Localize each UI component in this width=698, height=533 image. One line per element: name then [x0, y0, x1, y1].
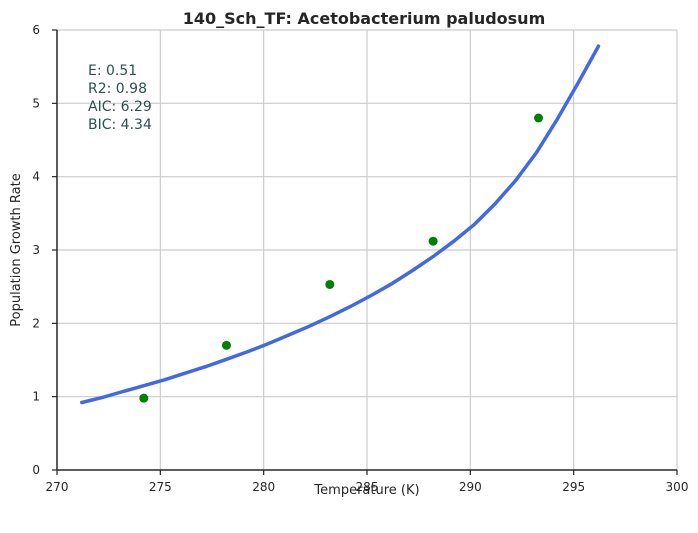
- x-axis-title: Temperature (K): [313, 483, 419, 498]
- x-tick-label: 290: [459, 480, 482, 494]
- x-tick-label: 270: [46, 480, 69, 494]
- y-tick-label: 6: [32, 23, 40, 37]
- data-point: [221, 340, 231, 350]
- x-tick-label: 295: [562, 480, 585, 494]
- chart-title: 140_Sch_TF: Acetobacterium paludosum: [183, 9, 546, 28]
- stat-bic: BIC: 4.34: [88, 117, 152, 133]
- data-points: [139, 113, 544, 403]
- y-tick-label: 2: [32, 316, 40, 330]
- stat-r2: R2: 0.98: [88, 81, 147, 97]
- y-axis-title: Population Growth Rate: [9, 173, 24, 326]
- y-tick-label: 4: [32, 170, 40, 184]
- x-tick-label: 285: [356, 480, 379, 494]
- stat-aic: AIC: 6.29: [88, 99, 152, 115]
- x-ticks: 270 275 280 285 290 295 300: [46, 470, 689, 494]
- x-tick-label: 280: [252, 480, 275, 494]
- y-tick-label: 0: [32, 463, 40, 477]
- data-point: [139, 393, 149, 403]
- data-point: [534, 113, 544, 123]
- y-tick-label: 1: [32, 390, 40, 404]
- fit-statistics: E: 0.51 R2: 0.98 AIC: 6.29 BIC: 4.34: [88, 63, 152, 133]
- y-ticks: 0 1 2 3 4 5 6: [32, 23, 57, 477]
- y-tick-label: 5: [32, 96, 40, 110]
- x-tick-label: 275: [149, 480, 172, 494]
- fit-curve: [80, 44, 601, 405]
- stat-e: E: 0.51: [88, 63, 137, 79]
- x-tick-label: 300: [666, 480, 689, 494]
- grid: [57, 29, 678, 470]
- y-tick-label: 3: [32, 243, 40, 257]
- data-point: [325, 279, 335, 289]
- data-point: [428, 236, 438, 246]
